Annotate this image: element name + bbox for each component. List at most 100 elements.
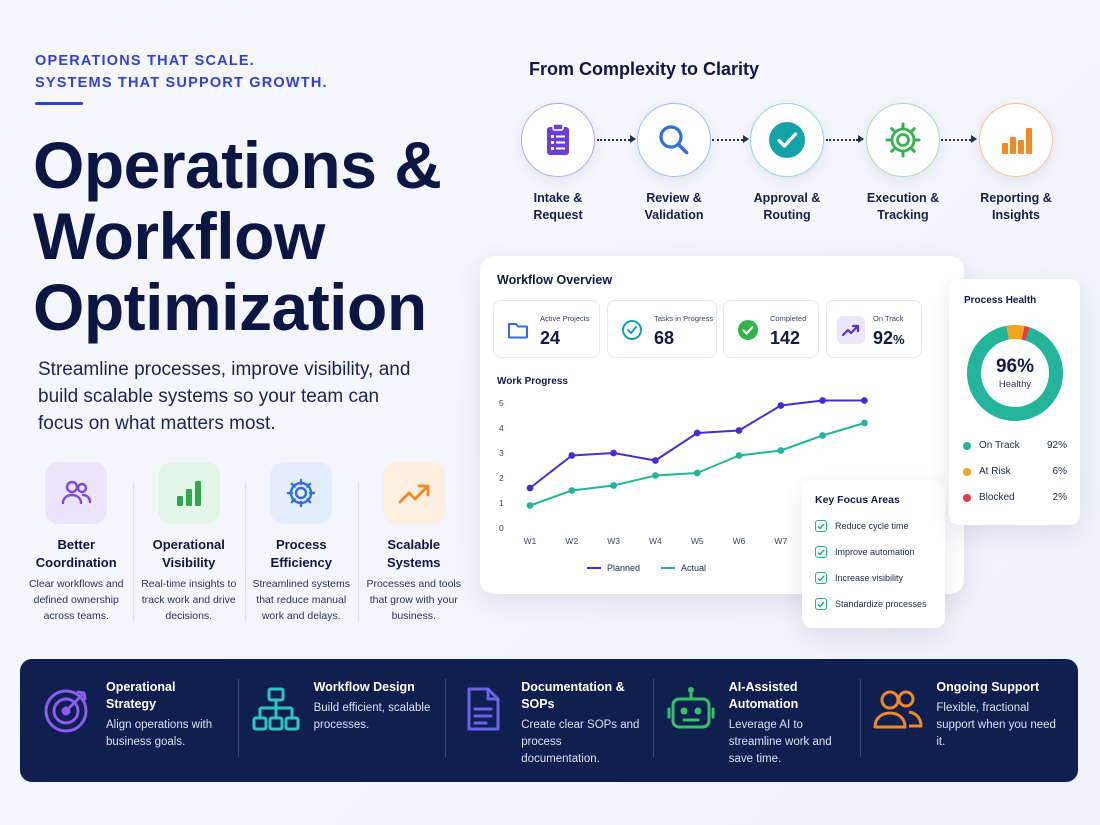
feature-coordination: Better Coordination Clear workflows and … [20,462,133,632]
flow-label-line: Reporting & [980,191,1052,205]
service-documentation: Documentation & SOPs Create clear SOPs a… [445,659,653,782]
flow-arrow [712,135,749,143]
feature-title: Better Coordination [35,537,117,570]
stat-number: 24 [540,328,561,348]
data-point [777,447,785,454]
stat-value: 92% [873,328,905,349]
eyebrow-line-1: OPERATIONS THAT SCALE. [35,53,256,69]
x-tick-label: W6 [733,536,746,546]
focus-item-label: Improve automation [835,547,915,557]
health-legend-on-track: On Track 92% [963,440,1067,451]
flow-label-line: Intake & [533,191,583,205]
focus-item: Improve automation [815,546,915,558]
legend-value: 2% [1052,492,1067,503]
clipboard-icon [521,103,595,177]
stat-tasks-in-progress: Tasks in Progress 68 [607,300,717,358]
data-point [610,482,617,489]
flow-step-label: Intake & Request [533,190,582,224]
legend-label: Planned [607,563,640,573]
legend-label: Actual [681,563,706,573]
trend-icon [837,316,865,344]
flow-label-line: Request [533,208,583,222]
eyebrow-divider [35,102,83,105]
service-text: Operational Strategy Align operations wi… [106,679,226,751]
workflow-overview-title: Workflow Overview [497,273,613,287]
feature-efficiency: Process Efficiency Streamlined systems t… [245,462,358,632]
service-text: Workflow Design Build efficient, scalabl… [314,679,434,734]
services-band: Operational Strategy Align operations wi… [20,659,1078,782]
y-tick-label: 3 [499,448,504,458]
legend-dot [963,467,971,476]
data-point [693,469,701,477]
flowchart-icon [250,683,302,735]
data-point [610,449,617,457]
focus-item-label: Standardize processes [835,599,927,609]
stat-active-projects: Active Projects 24 [493,300,600,358]
stat-on-track: On Track 92% [826,300,922,358]
feature-visibility: Operational Visibility Real-time insight… [132,462,246,632]
service-ongoing-support: Ongoing Support Flexible, fractional sup… [860,659,1068,782]
flow-step-approval: Approval & Routing [727,103,847,224]
data-point [652,472,659,479]
focus-item: Reduce cycle time [815,520,909,532]
hero-title-line-3: Optimization [33,270,427,344]
workflow-overview-card: Workflow Overview Active Projects 24 Tas… [480,256,964,594]
people-icon [45,462,108,524]
service-text: AI-Assisted Automation Leverage AI to st… [729,679,849,768]
donut-segment [967,325,1063,421]
service-title: AI-Assisted Automation [728,680,799,711]
legend-value: 92% [1046,440,1067,451]
robot-icon [665,683,717,735]
hero-title-line-2: Workflow [33,199,325,273]
flow-step-review: Review & Validation [614,103,734,224]
document-icon [457,683,509,735]
service-text: Documentation & SOPs Create clear SOPs a… [521,679,641,768]
flow-step-label: Reporting & Insights [980,190,1052,224]
y-tick-label: 0 [499,523,504,533]
checkbox-icon [815,520,827,532]
flow-label-line: Tracking [877,208,929,222]
hero-title-line-1: Operations & [33,128,442,202]
focus-title: Key Focus Areas [815,494,900,506]
magnifier-icon [637,103,711,177]
key-focus-card: Key Focus Areas Reduce cycle time Improv… [802,480,945,628]
service-text: Ongoing Support Flexible, fractional sup… [936,679,1056,751]
flow-arrow [941,135,977,143]
feature-desc: Clear workflows and defined ownership ac… [28,578,124,622]
service-ai-automation: AI-Assisted Automation Leverage AI to st… [652,659,861,782]
stat-label: On Track [873,314,904,323]
feature-title: Operational Visibility [152,537,225,570]
y-tick-label: 2 [499,473,504,483]
feature-desc: Streamlined systems that reduce manual w… [252,578,350,622]
x-tick-label: W4 [649,536,662,546]
service-desc: Align operations with business goals. [106,719,213,748]
stat-label: Tasks in Progress [654,314,714,323]
flow-label-line: Validation [644,208,704,222]
flow-label-line: Approval & [753,191,821,205]
data-point [526,502,534,509]
legend-label: At Risk [979,466,1011,477]
hero-subtitle: Streamline processes, improve visibility… [38,359,411,434]
y-tick-label: 5 [499,398,504,408]
eyebrow: OPERATIONS THAT SCALE. SYSTEMS THAT SUPP… [35,50,328,94]
service-desc: Flexible, fractional support when you ne… [936,702,1056,748]
data-point [652,457,659,464]
service-title: Documentation & SOPs [521,680,625,711]
x-tick-label: W7 [774,536,787,546]
flow-step-intake: Intake & Request [498,103,618,224]
legend-dot [963,493,971,502]
focus-item: Standardize processes [815,598,927,610]
process-health-card: Process Health 96% Healthy On Track 92% A… [949,279,1080,525]
x-tick-label: W3 [607,536,620,546]
stat-number: 92 [873,328,894,348]
stat-label: Active Projects [540,314,590,323]
legend-label: Blocked [979,492,1015,503]
legend-label: On Track [979,440,1020,451]
data-point [819,397,826,404]
bar-chart-icon [979,103,1053,177]
check-circle-icon [750,103,824,177]
hero-title: Operations & Workflow Optimization [33,128,442,344]
users-icon [872,683,924,735]
feature-list: Better Coordination Clear workflows and … [20,462,470,632]
data-point [777,402,785,409]
